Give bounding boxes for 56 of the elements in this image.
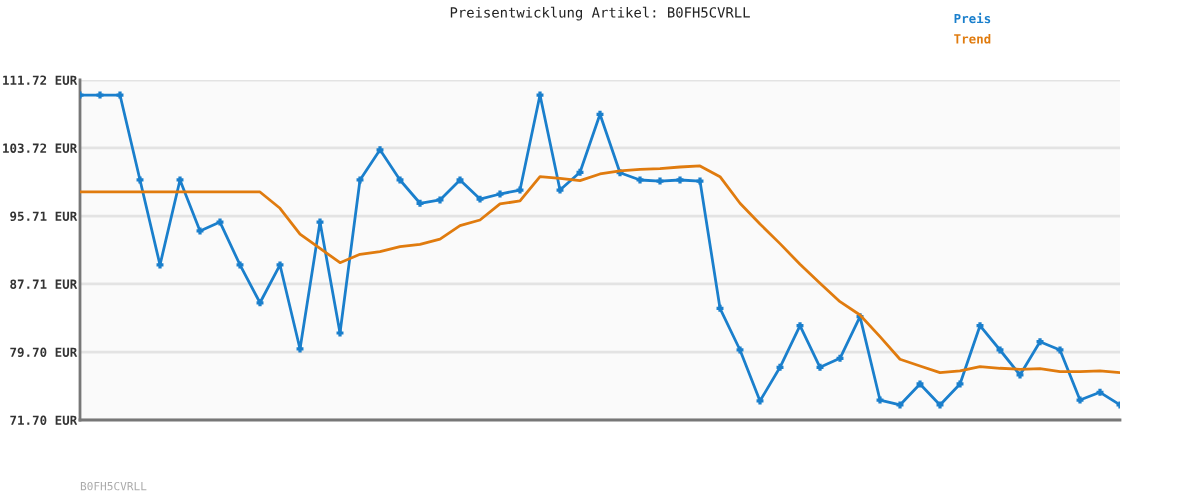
y-tick-label: 111.72 EUR xyxy=(3,75,78,85)
point xyxy=(136,176,144,184)
point xyxy=(296,345,304,353)
point xyxy=(96,91,104,99)
point xyxy=(956,380,964,388)
y-tick-label: 71.70 EUR xyxy=(10,415,78,425)
y-tick-label: 79.70 EUR xyxy=(10,347,78,358)
line-series xyxy=(80,91,1120,409)
point xyxy=(436,196,444,204)
point xyxy=(316,218,324,226)
point xyxy=(536,91,544,99)
point xyxy=(196,227,204,235)
point xyxy=(1096,388,1104,396)
point xyxy=(656,177,664,185)
point xyxy=(716,304,724,312)
point xyxy=(336,329,344,337)
point xyxy=(936,401,944,409)
point xyxy=(836,354,844,362)
point xyxy=(776,363,784,371)
point xyxy=(216,218,224,226)
point xyxy=(1076,396,1084,404)
point xyxy=(496,190,504,198)
point xyxy=(416,199,424,207)
point xyxy=(876,396,884,404)
point xyxy=(356,176,364,184)
point xyxy=(516,186,524,194)
point xyxy=(736,346,744,354)
point xyxy=(996,346,1004,354)
text: Trend xyxy=(954,33,991,44)
text: B0FH5CVRLL xyxy=(80,481,147,491)
point xyxy=(1056,346,1064,354)
point xyxy=(396,176,404,184)
point xyxy=(236,261,244,269)
point xyxy=(756,397,764,405)
point xyxy=(556,186,564,194)
point xyxy=(116,91,124,99)
y-tick-label: 103.72 EUR xyxy=(3,143,78,153)
point xyxy=(1036,338,1044,346)
point xyxy=(576,168,584,176)
point xyxy=(456,176,464,184)
point xyxy=(676,176,684,184)
point xyxy=(636,176,644,184)
point xyxy=(476,195,484,203)
point xyxy=(796,322,804,330)
text: Preis xyxy=(954,12,991,24)
y-tick-label: 95.71 EUR xyxy=(10,211,78,221)
point xyxy=(1016,371,1024,379)
point xyxy=(916,380,924,388)
point xyxy=(896,401,904,409)
chart-title: Preisentwicklung Artikel: B0FH5CVRLL xyxy=(450,6,750,21)
point xyxy=(256,299,264,307)
point xyxy=(696,177,704,185)
point xyxy=(976,322,984,330)
point xyxy=(816,363,824,371)
y-tick-label: 87.71 EUR xyxy=(10,279,78,289)
point xyxy=(376,146,384,154)
